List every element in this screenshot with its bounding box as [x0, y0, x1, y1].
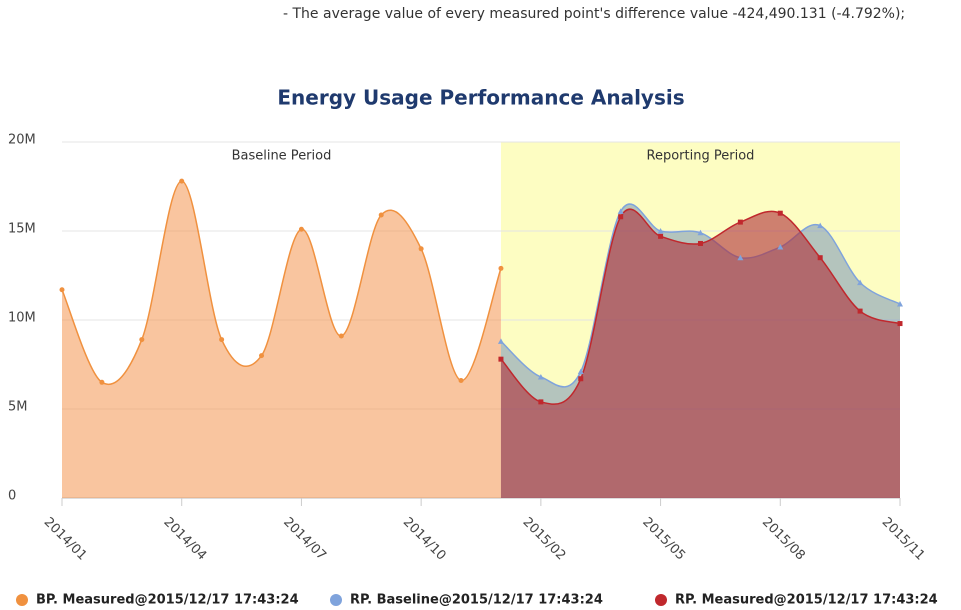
point [578, 376, 584, 382]
point [139, 337, 145, 343]
x-tick-label: 2014/07 [280, 515, 329, 564]
point [538, 399, 544, 405]
legend-symbol [16, 594, 28, 606]
x-tick-label: 2014/01 [41, 515, 90, 564]
y-tick-label: 10M [8, 311, 36, 326]
point [817, 222, 824, 229]
point [259, 353, 265, 359]
y-tick-label: 15M [8, 222, 36, 237]
legend-label: RP. Measured@2015/12/17 17:43:24 [675, 593, 938, 608]
point [777, 210, 783, 216]
x-tick-label: 2014/04 [160, 515, 209, 564]
series-line [500, 203, 901, 388]
point [179, 178, 185, 184]
point [498, 356, 504, 362]
legend-symbol [655, 594, 667, 606]
y-tick-label: 0 [8, 489, 16, 504]
point [577, 368, 584, 375]
point [777, 244, 784, 250]
legend-symbol [330, 594, 342, 606]
point [817, 255, 823, 261]
x-tick-label: 2015/05 [639, 515, 688, 564]
point [618, 214, 624, 220]
summary-note: - The average value of every measured po… [283, 6, 905, 22]
point [697, 240, 703, 246]
series-area [62, 181, 501, 498]
point [378, 212, 384, 218]
series-line [500, 208, 901, 405]
point [697, 229, 704, 236]
point [657, 228, 664, 234]
point [497, 338, 504, 344]
point [498, 265, 504, 271]
point [857, 308, 863, 314]
point [737, 254, 744, 261]
point [219, 337, 225, 343]
series-area [500, 209, 900, 498]
band-label: Reporting Period [647, 149, 755, 164]
point [737, 219, 743, 225]
point [537, 373, 544, 380]
y-tick-label: 20M [8, 133, 36, 148]
x-tick-label: 2015/08 [759, 515, 808, 564]
point [897, 300, 903, 307]
y-tick-label: 5M [8, 400, 28, 415]
x-tick-label: 2015/02 [520, 515, 569, 564]
band-label: Baseline Period [232, 149, 332, 164]
x-tick-label: 2014/10 [400, 515, 449, 564]
x-tick-label: 2015/11 [879, 515, 928, 564]
point [897, 321, 903, 327]
point [857, 279, 864, 286]
point [418, 246, 424, 252]
point [298, 226, 304, 232]
chart-title: Energy Usage Performance Analysis [277, 86, 684, 110]
legend-label: BP. Measured@2015/12/17 17:43:24 [36, 593, 299, 608]
point [658, 233, 664, 239]
point [99, 379, 105, 385]
legend-label: RP. Baseline@2015/12/17 17:43:24 [350, 593, 603, 608]
point [458, 378, 464, 384]
point [59, 287, 65, 293]
point [338, 333, 344, 339]
point [617, 208, 624, 214]
